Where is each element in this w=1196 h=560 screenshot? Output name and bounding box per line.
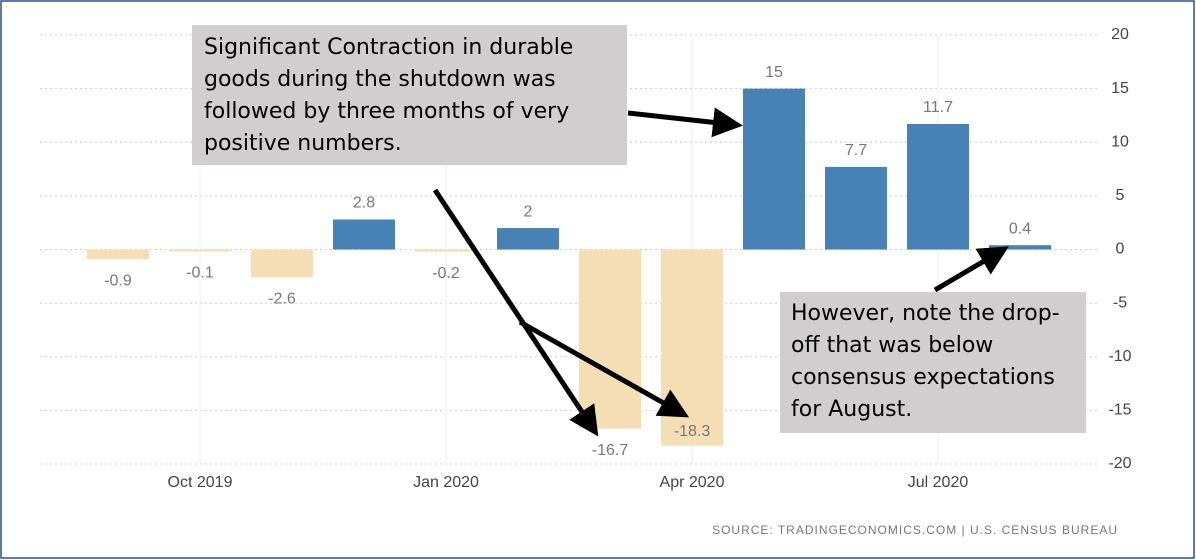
- bar: [497, 228, 559, 250]
- value-label: -18.3: [674, 423, 711, 440]
- arrows: [432, 107, 1009, 437]
- x-tick-label: Jan 2020: [413, 474, 479, 491]
- y-tick-label: -15: [1108, 402, 1131, 419]
- bar: [169, 249, 231, 252]
- annotation-text: However, note the drop-: [791, 301, 1060, 326]
- annotation-text: followed by three months of very: [204, 99, 569, 124]
- bar: [989, 245, 1051, 250]
- annotation-text: positive numbers.: [204, 131, 402, 156]
- annotation-text: for August.: [791, 397, 912, 422]
- annotation-text: off that was below: [791, 333, 993, 358]
- y-tick-label: -10: [1108, 348, 1131, 365]
- value-label: 2: [524, 203, 533, 220]
- bar: [333, 219, 395, 250]
- bar: [743, 88, 805, 250]
- bar: [661, 249, 723, 446]
- bar: [579, 249, 641, 429]
- y-tick-label: 0: [1116, 241, 1125, 258]
- value-label: -16.7: [592, 442, 629, 459]
- bar: [415, 249, 477, 252]
- value-label: 15: [765, 64, 783, 81]
- annotation-text: goods during the shutdown was: [204, 67, 556, 92]
- value-label: 7.7: [845, 142, 867, 159]
- value-label: -0.1: [186, 265, 214, 282]
- bar: [251, 249, 313, 278]
- y-tick-label: -5: [1113, 294, 1127, 311]
- y-tick-label: 15: [1111, 80, 1129, 97]
- value-label: 0.4: [1009, 220, 1031, 237]
- bar: [87, 249, 149, 260]
- y-tick-label: -20: [1108, 455, 1131, 472]
- y-tick-label: 10: [1111, 133, 1129, 150]
- annotation-text: Significant Contraction in durable: [204, 35, 573, 60]
- y-tick-label: 20: [1111, 26, 1129, 43]
- annotation-box: [192, 25, 627, 165]
- value-label: 11.7: [923, 99, 953, 116]
- bar: [907, 124, 969, 250]
- value-label: 2.8: [353, 195, 375, 212]
- value-label: -0.2: [432, 265, 460, 282]
- annotation-text: consensus expectations: [791, 365, 1055, 390]
- value-label: -0.9: [104, 272, 132, 289]
- x-tick-label: Oct 2019: [168, 474, 233, 491]
- x-tick-label: Apr 2020: [660, 474, 725, 491]
- source: SOURCE: TRADINGECONOMICS.COM | U.S. CENS…: [712, 523, 1118, 537]
- value-label: -2.6: [268, 291, 296, 308]
- bar: [825, 166, 887, 250]
- x-tick-label: Jul 2020: [908, 474, 969, 491]
- annotation-box: [780, 292, 1086, 433]
- y-tick-label: 5: [1116, 187, 1125, 204]
